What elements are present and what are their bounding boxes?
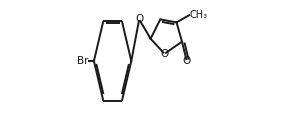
Text: CH₃: CH₃ [190, 10, 208, 20]
Text: O: O [135, 14, 143, 24]
Text: Br: Br [77, 56, 88, 66]
Text: O: O [183, 56, 191, 66]
Text: O: O [160, 49, 169, 59]
